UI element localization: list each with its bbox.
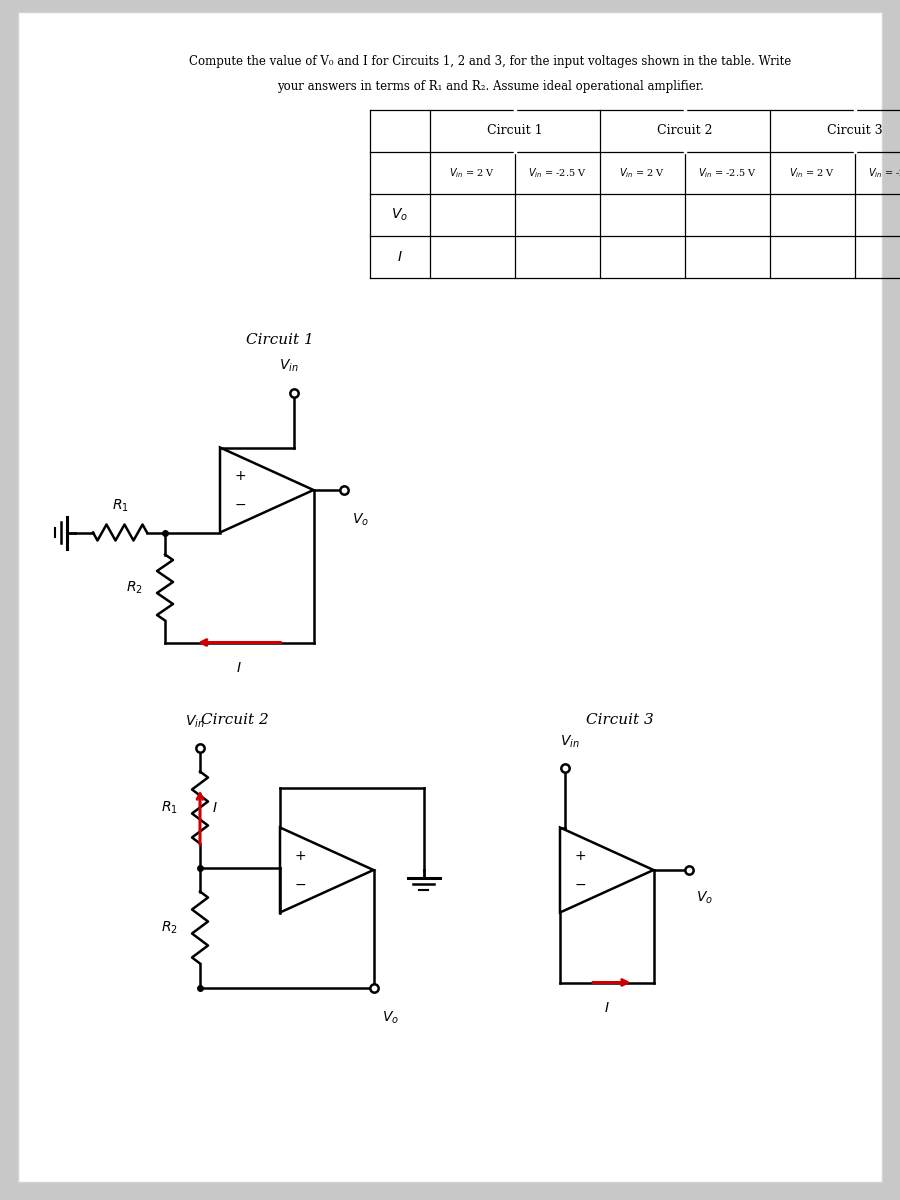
Text: $V_{in}$ = 2 V: $V_{in}$ = 2 V xyxy=(619,166,665,180)
Text: $V_o$: $V_o$ xyxy=(392,206,409,223)
Text: $V_o$: $V_o$ xyxy=(697,890,714,906)
FancyBboxPatch shape xyxy=(18,12,882,1182)
Text: $V_{in}$ = -2.5 V: $V_{in}$ = -2.5 V xyxy=(528,166,587,180)
Text: $V_{in}$: $V_{in}$ xyxy=(185,713,205,730)
Text: Circuit 1: Circuit 1 xyxy=(246,332,314,347)
Text: $V_{in}$: $V_{in}$ xyxy=(279,358,299,374)
Text: $R_2$: $R_2$ xyxy=(161,919,178,936)
Text: $I$: $I$ xyxy=(212,800,218,815)
Text: $V_{in}$ = 2 V: $V_{in}$ = 2 V xyxy=(449,166,496,180)
Text: −: − xyxy=(294,877,306,892)
Text: Circuit 3: Circuit 3 xyxy=(827,125,883,138)
Text: $V_o$: $V_o$ xyxy=(352,512,368,528)
Text: Circuit 3: Circuit 3 xyxy=(586,713,654,727)
Text: $I$: $I$ xyxy=(237,660,242,674)
Text: Circuit 2: Circuit 2 xyxy=(657,125,713,138)
Text: +: + xyxy=(294,848,306,863)
Text: $V_{in}$ = 2 V: $V_{in}$ = 2 V xyxy=(789,166,835,180)
Text: $R_1$: $R_1$ xyxy=(161,799,178,816)
Text: $V_{in}$ = -2.5 V: $V_{in}$ = -2.5 V xyxy=(868,166,900,180)
Text: $R_2$: $R_2$ xyxy=(126,580,143,595)
Text: Circuit 2: Circuit 2 xyxy=(201,713,269,727)
Text: −: − xyxy=(574,877,586,892)
Text: +: + xyxy=(234,468,246,482)
Text: $I$: $I$ xyxy=(604,1001,609,1014)
Text: $I$: $I$ xyxy=(397,250,403,264)
Text: Compute the value of V₀ and I for Circuits 1, 2 and 3, for the input voltages sh: Compute the value of V₀ and I for Circui… xyxy=(189,55,791,68)
Text: Circuit 1: Circuit 1 xyxy=(487,125,543,138)
Text: −: − xyxy=(234,498,246,511)
Text: $R_1$: $R_1$ xyxy=(112,498,129,515)
Text: $V_o$: $V_o$ xyxy=(382,1009,399,1026)
Text: $V_{in}$ = -2.5 V: $V_{in}$ = -2.5 V xyxy=(698,166,757,180)
Text: +: + xyxy=(574,848,586,863)
Text: $V_{in}$: $V_{in}$ xyxy=(560,733,580,750)
Text: your answers in terms of R₁ and R₂. Assume ideal operational amplifier.: your answers in terms of R₁ and R₂. Assu… xyxy=(276,80,704,92)
